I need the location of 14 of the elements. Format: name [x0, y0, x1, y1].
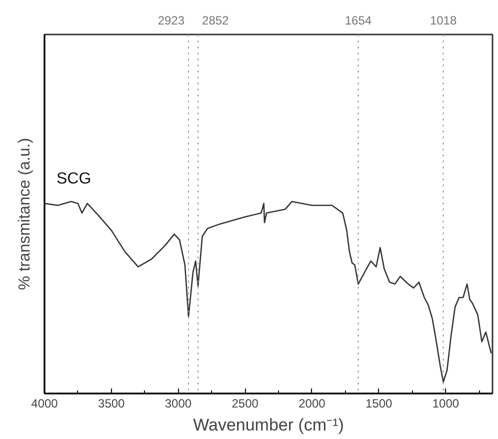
- x-tick-label: 2500: [232, 396, 259, 410]
- x-tick-label: 1000: [432, 396, 460, 410]
- x-tick-label: 2000: [298, 396, 326, 410]
- x-tick-label: 1500: [365, 396, 392, 410]
- ref-line-label: 1018: [430, 14, 457, 28]
- x-tick-label: 3000: [164, 396, 192, 410]
- ref-line-label: 2852: [202, 14, 230, 28]
- x-tick-label: 3500: [98, 396, 126, 410]
- x-tick-label: 4000: [31, 396, 58, 410]
- series-label: SCG: [56, 170, 92, 188]
- y-axis-title: % transmitance (a.u.): [16, 138, 34, 290]
- ref-line-label: 2923: [158, 14, 185, 28]
- ref-line-label: 1654: [344, 14, 372, 28]
- x-axis-title: Wavenumber (cm⁻¹): [193, 416, 344, 434]
